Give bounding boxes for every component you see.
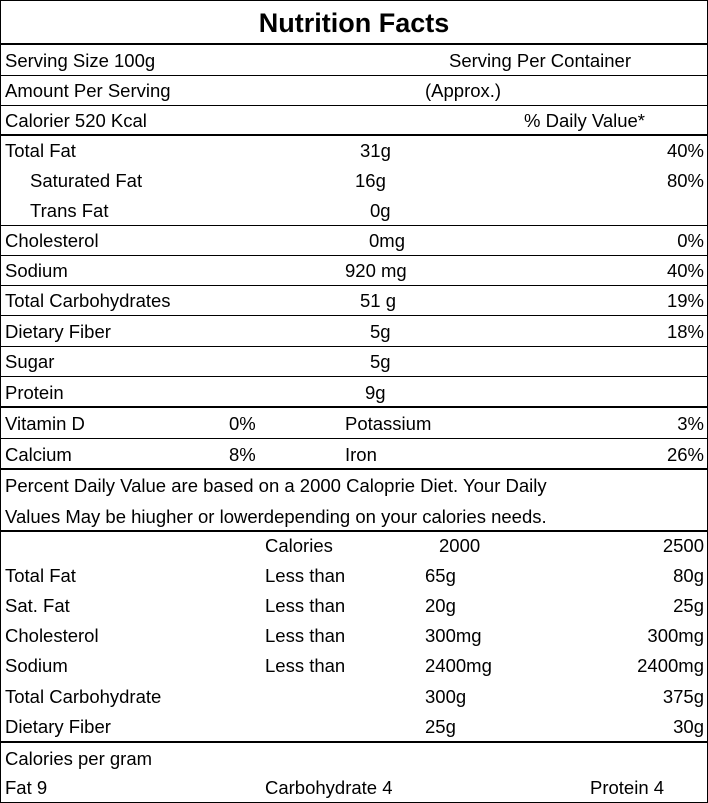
reference-value-2500: 25g (673, 595, 704, 616)
nutrient-amount: 920 mg (345, 260, 407, 281)
nutrient-row-saturated-fat: Saturated Fat 16g 80% (1, 166, 707, 196)
approx-note: (Approx.) (425, 80, 502, 101)
calories-per-gram-header: Calories per gram (5, 748, 153, 769)
calories-per-gram-carbohydrate: Carbohydrate 4 (265, 777, 393, 798)
nutrient-amount: 16g (355, 170, 386, 191)
reference-nutrient: Total Carbohydrate (5, 686, 162, 707)
nutrient-row-sugar: Sugar 5g (1, 347, 707, 377)
nutrient-row-trans-fat: Trans Fat 0g (1, 196, 707, 226)
reference-row: Total Carbohydrate 300g 375g (1, 682, 707, 712)
nutrient-dv: 19% (666, 290, 704, 311)
nutrient-row-total-fat: Total Fat 31g 40% (1, 136, 707, 166)
reference-value-2500: 30g (673, 716, 704, 737)
nutrient-dv: 18% (666, 321, 704, 342)
nutrient-dv: 40% (666, 140, 704, 161)
vitamin-row-2: Calcium 8% Iron 26% (1, 439, 707, 470)
nutrient-name: Total Fat (5, 140, 76, 161)
reference-qualifier: Less than (265, 625, 346, 646)
reference-2000-header: 2000 (439, 535, 481, 556)
reference-row: Cholesterol Less than 300mg 300mg (1, 621, 707, 651)
nutrient-row-dietary-fiber: Dietary Fiber 5g 18% (1, 317, 707, 347)
nutrient-amount: 0mg (369, 230, 405, 251)
nutrient-amount: 5g (370, 321, 391, 342)
nutrient-dv: 80% (666, 170, 704, 191)
calories-per-gram-row: Fat 9 Carbohydrate 4 Protein 4 (1, 773, 707, 802)
calories-per-gram-protein: Protein 4 (590, 777, 665, 798)
iron-dv: 26% (666, 444, 704, 465)
nutrient-name: Cholesterol (5, 230, 99, 251)
label-title: Nutrition Facts (1, 1, 707, 45)
reference-nutrient: Cholesterol (5, 625, 99, 646)
footnote-line-2: Values May be hiugher or lowerdepending … (5, 506, 547, 527)
daily-value-header: % Daily Value* (524, 110, 645, 131)
potassium-dv: 3% (677, 413, 704, 434)
reference-value-2000: 65g (425, 565, 456, 586)
nutrient-amount: 9g (365, 382, 386, 403)
nutrient-amount: 31g (360, 140, 391, 161)
potassium-name: Potassium (345, 413, 432, 434)
calories-per-gram-fat: Fat 9 (5, 777, 48, 798)
calcium-name: Calcium (5, 444, 72, 465)
nutrient-name: Sodium (5, 260, 68, 281)
nutrient-name: Sugar (5, 351, 55, 372)
footnote-line-1-row: Percent Daily Value are based on a 2000 … (1, 470, 707, 501)
reference-qualifier: Less than (265, 595, 346, 616)
reference-calories-label: Calories (265, 535, 333, 556)
reference-row: Sat. Fat Less than 20g 25g (1, 591, 707, 621)
reference-row: Sodium Less than 2400mg 2400mg (1, 651, 707, 681)
nutrient-name: Total Carbohydrates (5, 290, 171, 311)
serving-size-row: Serving Size 100g Serving Per Container (1, 45, 707, 76)
nutrient-name: Trans Fat (30, 200, 109, 221)
nutrient-amount: 51 g (360, 290, 397, 311)
reference-row: Total Fat Less than 65g 80g (1, 561, 707, 591)
reference-value-2000: 25g (425, 716, 456, 737)
nutrient-dv: 40% (666, 260, 704, 281)
servings-per-container: Serving Per Container (449, 50, 632, 71)
reference-header-row: Calories 2000 2500 (1, 531, 707, 561)
calories: Calorier 520 Kcal (5, 110, 147, 131)
footnote-line-2-row: Values May be hiugher or lowerdepending … (1, 501, 707, 532)
calcium-dv: 8% (229, 444, 256, 465)
vitamin-d-dv: 0% (229, 413, 256, 434)
nutrient-name: Protein (5, 382, 64, 403)
reference-value-2500: 375g (662, 686, 704, 707)
reference-nutrient: Dietary Fiber (5, 716, 111, 737)
calories-row: Calorier 520 Kcal % Daily Value* (1, 106, 707, 136)
reference-value-2000: 300g (425, 686, 467, 707)
iron-name: Iron (345, 444, 377, 465)
reference-value-2500: 2400mg (637, 655, 704, 676)
reference-row: Dietary Fiber 25g 30g (1, 712, 707, 743)
reference-value-2500: 80g (673, 565, 704, 586)
reference-nutrient: Sat. Fat (5, 595, 70, 616)
nutrient-row-total-carbohydrates: Total Carbohydrates 51 g 19% (1, 286, 707, 316)
reference-qualifier: Less than (265, 565, 346, 586)
serving-size: Serving Size 100g (5, 50, 156, 71)
reference-value-2000: 300mg (425, 625, 482, 646)
nutrient-name: Dietary Fiber (5, 321, 111, 342)
reference-nutrient: Total Fat (5, 565, 76, 586)
amount-per-serving-row: Amount Per Serving (Approx.) (1, 76, 707, 106)
footnote-line-1: Percent Daily Value are based on a 2000 … (5, 475, 547, 496)
reference-value-2500: 300mg (647, 625, 704, 646)
reference-value-2000: 20g (425, 595, 456, 616)
reference-nutrient: Sodium (5, 655, 68, 676)
nutrient-row-cholesterol: Cholesterol 0mg 0% (1, 226, 707, 256)
nutrient-amount: 5g (370, 351, 391, 372)
calories-per-gram-header-row: Calories per gram (1, 743, 707, 773)
nutrient-amount: 0g (370, 200, 391, 221)
amount-per-serving: Amount Per Serving (5, 80, 171, 101)
reference-value-2000: 2400mg (425, 655, 492, 676)
vitamin-row-1: Vitamin D 0% Potassium 3% (1, 408, 707, 439)
vitamin-d-name: Vitamin D (5, 413, 85, 434)
reference-qualifier: Less than (265, 655, 346, 676)
nutrient-row-sodium: Sodium 920 mg 40% (1, 256, 707, 286)
nutrient-row-protein: Protein 9g (1, 377, 707, 408)
nutrient-name: Saturated Fat (30, 170, 143, 191)
reference-2500-header: 2500 (662, 535, 704, 556)
nutrient-dv: 0% (677, 230, 704, 251)
